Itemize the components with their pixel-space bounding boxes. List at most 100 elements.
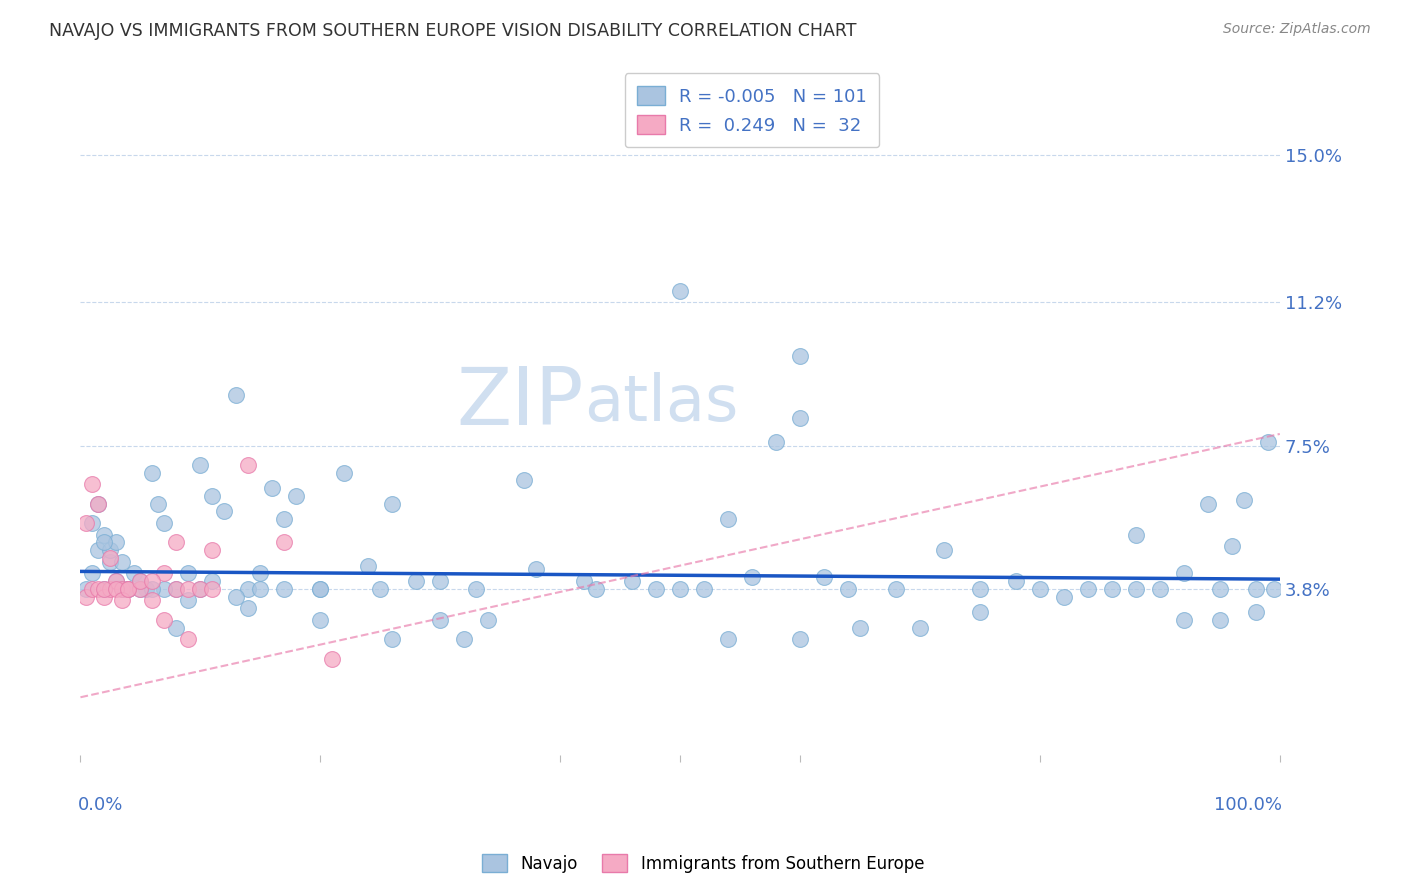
Point (87, 497, 110, 511)
Point (465, 582, 488, 596)
Point (129, 582, 152, 596)
Point (82, 582, 104, 596)
Point (1173, 566, 1195, 581)
Point (141, 574, 163, 588)
Point (201, 582, 224, 596)
Point (124, 566, 146, 581)
Point (669, 582, 692, 596)
Point (1263, 582, 1285, 596)
Point (1053, 590, 1076, 604)
Point (105, 574, 128, 588)
Point (87, 497, 110, 511)
Point (249, 582, 271, 596)
Point (82, 477, 104, 491)
Point (969, 582, 991, 596)
Text: atlas: atlas (583, 372, 738, 434)
Text: 0.0%: 0.0% (79, 796, 124, 814)
Point (165, 621, 187, 635)
Point (141, 466, 163, 480)
Point (100, 550, 122, 565)
Text: 100.0%: 100.0% (1215, 796, 1282, 814)
Point (100, 555, 122, 569)
Point (1244, 605, 1267, 619)
Point (1005, 574, 1028, 588)
Point (177, 593, 200, 607)
Point (105, 535, 128, 549)
Point (238, 458, 260, 472)
Point (190, 582, 212, 596)
Point (153, 582, 176, 596)
Point (969, 605, 991, 619)
Point (1233, 492, 1256, 507)
Point (717, 512, 740, 526)
Point (93, 582, 115, 596)
Point (111, 582, 134, 596)
Point (1101, 582, 1123, 596)
Point (177, 566, 200, 581)
Point (111, 555, 134, 569)
Point (153, 516, 176, 530)
Point (93, 582, 115, 596)
Point (1173, 613, 1195, 627)
Point (190, 582, 212, 596)
Text: NAVAJO VS IMMIGRANTS FROM SOUTHERN EUROPE VISION DISABILITY CORRELATION CHART: NAVAJO VS IMMIGRANTS FROM SOUTHERN EUROP… (49, 22, 856, 40)
Point (309, 582, 332, 596)
Point (429, 574, 451, 588)
Point (129, 582, 152, 596)
Point (789, 632, 811, 647)
Point (75, 590, 97, 604)
Point (111, 582, 134, 596)
Point (333, 466, 356, 480)
Point (789, 350, 811, 364)
Point (285, 489, 308, 503)
Point (273, 535, 295, 549)
Point (273, 582, 295, 596)
Point (381, 497, 404, 511)
Point (87, 543, 110, 558)
Point (117, 582, 139, 596)
Point (93, 590, 115, 604)
Point (405, 574, 427, 588)
Point (87, 582, 110, 596)
Point (908, 621, 931, 635)
Point (1244, 582, 1267, 596)
Point (669, 284, 692, 298)
Point (1029, 582, 1052, 596)
Point (1125, 527, 1147, 541)
Point (135, 582, 157, 596)
Text: Source: ZipAtlas.com: Source: ZipAtlas.com (1223, 22, 1371, 37)
Point (201, 489, 224, 503)
Point (1077, 582, 1099, 596)
Point (165, 582, 187, 596)
Point (645, 582, 668, 596)
Point (837, 582, 859, 596)
Point (321, 651, 343, 665)
Point (214, 504, 236, 518)
Point (117, 582, 139, 596)
Point (1209, 613, 1232, 627)
Point (1209, 582, 1232, 596)
Point (177, 582, 200, 596)
Point (273, 512, 295, 526)
Point (82, 516, 104, 530)
Point (1125, 582, 1147, 596)
Point (225, 388, 247, 402)
Point (100, 543, 122, 558)
Point (93, 527, 115, 541)
Point (249, 566, 271, 581)
Legend: R = -0.005   N = 101, R =  0.249   N =  32: R = -0.005 N = 101, R = 0.249 N = 32 (624, 73, 879, 147)
Point (813, 570, 835, 584)
Point (524, 562, 547, 576)
Point (238, 601, 260, 615)
Point (117, 582, 139, 596)
Point (309, 613, 332, 627)
Point (262, 481, 284, 495)
Point (177, 632, 200, 647)
Point (190, 458, 212, 472)
Point (429, 613, 451, 627)
Text: ZIP: ZIP (457, 364, 583, 442)
Point (1220, 539, 1243, 553)
Point (129, 574, 152, 588)
Point (105, 574, 128, 588)
Point (741, 570, 763, 584)
